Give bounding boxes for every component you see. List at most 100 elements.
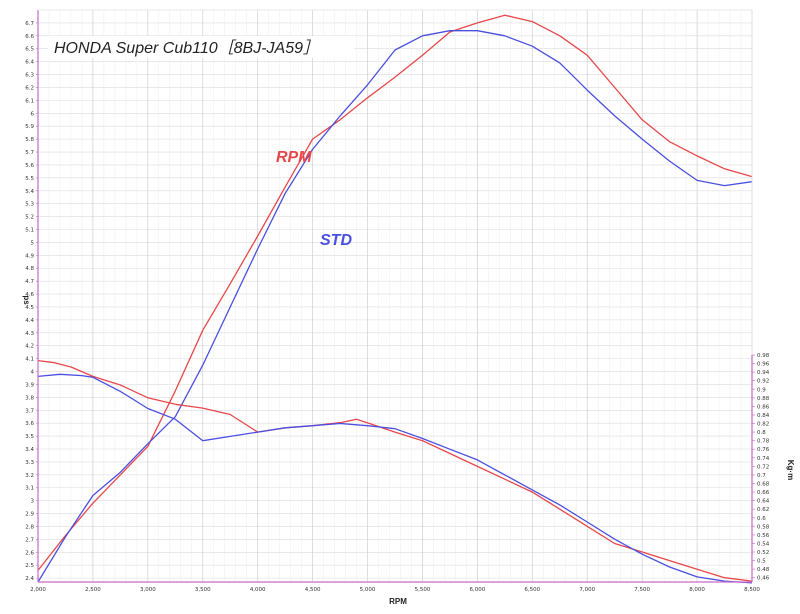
y-left-tick-label: 5.8 xyxy=(25,137,34,143)
x-tick-label: 4,500 xyxy=(305,587,321,593)
y-left-tick-label: 6.6 xyxy=(25,34,34,40)
y-right-tick-label: 0.9 xyxy=(757,387,766,393)
y-right-tick-label: 0.54 xyxy=(757,541,770,547)
y-left-tick-label: 2.6 xyxy=(25,550,34,556)
y-left-tick-label: 6.5 xyxy=(25,47,34,53)
y-left-tick-label: 4.2 xyxy=(25,344,34,350)
y-right-tick-label: 0.46 xyxy=(757,576,770,582)
y-right-tick-label: 0.76 xyxy=(757,447,770,453)
y-left-tick-label: 3.5 xyxy=(25,434,34,440)
y-left-tick-label: 3.7 xyxy=(25,408,34,414)
y-right-tick-label: 0.68 xyxy=(757,481,770,487)
series-layer xyxy=(37,14,753,584)
y-left-tick-label: 2.8 xyxy=(25,524,34,530)
y-left-tick-label: 5.1 xyxy=(25,228,34,234)
y-left-tick-label: 3.1 xyxy=(25,486,34,492)
y-right-tick-label: 0.74 xyxy=(757,456,770,462)
y-right-tick-label: 0.82 xyxy=(757,422,769,428)
y-left-tick-label: 6.1 xyxy=(25,98,34,104)
y-left-tick-label: 3.9 xyxy=(25,382,34,388)
y-left-tick-label: 5.4 xyxy=(25,189,34,195)
y-left-tick-label: 3.2 xyxy=(25,473,34,479)
y-left-tick-label: 4 xyxy=(31,370,35,376)
y-left-tick-label: 5.3 xyxy=(25,202,34,208)
series-std-torque-line xyxy=(37,373,753,584)
y-right-tick-label: 0.52 xyxy=(757,550,769,556)
y-left-tick-label: 5.7 xyxy=(25,150,34,156)
y-right-tick-label: 0.8 xyxy=(757,430,766,436)
x-tick-label: 8,500 xyxy=(744,587,760,593)
annotation-rpm: RPM xyxy=(276,149,312,166)
y-left-tick-label: 2.4 xyxy=(25,576,34,582)
y-left-tick-label: 3 xyxy=(31,499,35,505)
y-left-tick-label: 4.8 xyxy=(25,266,34,272)
x-axis-title: RPM xyxy=(389,597,407,606)
x-tick-label: 8,000 xyxy=(689,587,705,593)
series-std-power-line xyxy=(37,30,753,583)
x-tick-label: 5,000 xyxy=(360,587,376,593)
x-tick-label: 4,000 xyxy=(250,587,266,593)
series-rpm-torque-line xyxy=(37,359,753,582)
y-left-tick-label: 4.7 xyxy=(25,279,34,285)
tick-labels: 2.4 2.5 2.6 2.7 2.8 2.9 3 3.1 3.2 3.3 3.4 3.5 3.6 3.7… xyxy=(25,21,769,593)
series-rpm-power-line xyxy=(37,14,753,571)
y-left-tick-label: 5.5 xyxy=(25,176,34,182)
y-right-tick-label: 0.48 xyxy=(757,567,770,573)
y-left-tick-label: 6.3 xyxy=(25,73,34,79)
y-left-tick-label: 3.4 xyxy=(25,447,34,453)
x-tick-label: 7,500 xyxy=(634,587,650,593)
y-right-tick-label: 0.58 xyxy=(757,524,770,530)
x-tick-label: 3,500 xyxy=(195,587,211,593)
x-tick-label: 2,500 xyxy=(85,587,101,593)
axes xyxy=(36,9,755,583)
y-left-tick-label: 4.5 xyxy=(25,305,34,311)
x-tick-label: 3,000 xyxy=(140,587,156,593)
y-left-tick-label: 5 xyxy=(31,240,35,246)
y-axis-title-right: Kg·m xyxy=(786,460,795,480)
y-right-tick-label: 0.5 xyxy=(757,559,766,565)
y-right-tick-label: 0.62 xyxy=(757,507,769,513)
chart-title: HONDA Super Cub110［8BJ-JA59］ xyxy=(54,39,319,57)
y-right-tick-label: 0.6 xyxy=(757,516,766,522)
y-left-tick-label: 6.2 xyxy=(25,85,34,91)
y-right-tick-label: 0.64 xyxy=(757,499,770,505)
title-box xyxy=(48,36,354,58)
y-right-tick-label: 0.66 xyxy=(757,490,770,496)
grid xyxy=(37,10,753,582)
y-right-tick-label: 0.88 xyxy=(757,396,770,402)
y-left-tick-label: 4.4 xyxy=(25,318,34,324)
y-left-tick-label: 6 xyxy=(31,111,35,117)
y-left-tick-label: 4.9 xyxy=(25,253,34,259)
y-right-tick-label: 0.84 xyxy=(757,413,770,419)
y-left-tick-label: 5.2 xyxy=(25,215,34,221)
y-left-tick-label: 3.6 xyxy=(25,421,34,427)
y-left-tick-label: 3.3 xyxy=(25,460,34,466)
x-tick-label: 5,500 xyxy=(415,587,431,593)
annotation-std: STD xyxy=(320,232,352,249)
y-right-tick-label: 0.96 xyxy=(757,362,770,368)
x-tick-label: 6,000 xyxy=(470,587,486,593)
y-left-tick-label: 4.1 xyxy=(25,357,34,363)
plot-background xyxy=(38,10,752,582)
y-left-tick-label: 2.5 xyxy=(25,563,34,569)
y-right-tick-label: 0.98 xyxy=(757,353,770,359)
x-tick-label: 7,000 xyxy=(579,587,595,593)
y-left-tick-label: 6.7 xyxy=(25,21,34,27)
y-right-tick-label: 0.7 xyxy=(757,473,766,479)
y-right-tick-label: 0.72 xyxy=(757,464,769,470)
y-left-tick-label: 2.7 xyxy=(25,537,34,543)
y-axis-title-left: ps xyxy=(22,295,31,305)
y-left-tick-label: 3.8 xyxy=(25,395,34,401)
y-left-tick-label: 5.6 xyxy=(25,163,34,169)
y-right-tick-label: 0.92 xyxy=(757,379,769,385)
y-left-tick-label: 2.9 xyxy=(25,512,34,518)
x-tick-label: 2,000 xyxy=(30,587,46,593)
y-right-tick-label: 0.86 xyxy=(757,404,770,410)
y-right-tick-label: 0.78 xyxy=(757,439,770,445)
x-tick-label: 6,500 xyxy=(524,587,540,593)
y-right-tick-label: 0.56 xyxy=(757,533,770,539)
y-right-tick-label: 0.94 xyxy=(757,370,770,376)
y-left-tick-label: 6.4 xyxy=(25,60,34,66)
y-left-tick-label: 4.6 xyxy=(25,292,34,298)
